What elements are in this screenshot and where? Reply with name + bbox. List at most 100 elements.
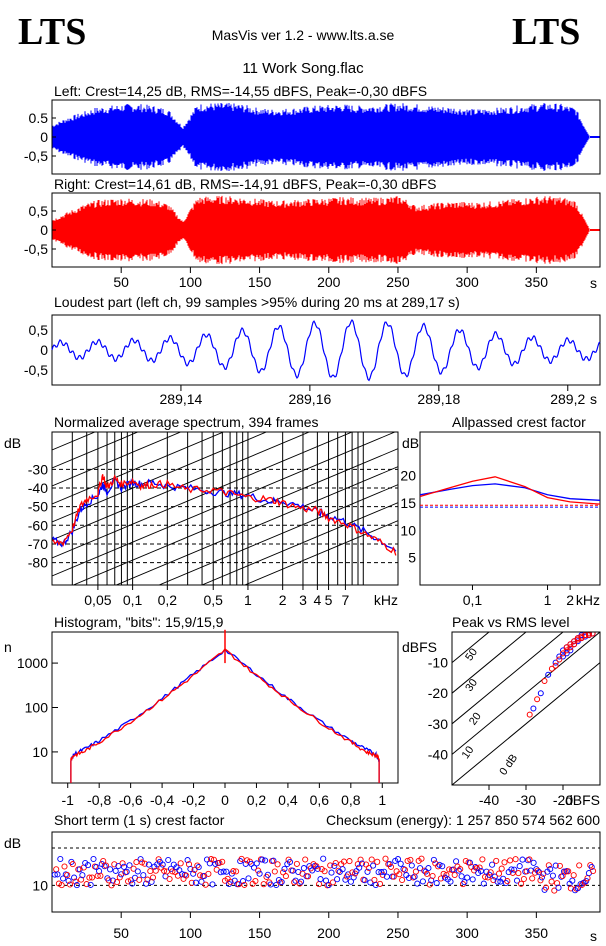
short-crest-point [376, 880, 384, 887]
short-crest-point [447, 878, 454, 885]
histogram-ytick-label: 100 [25, 700, 49, 716]
short-crest-point [161, 867, 168, 874]
short-crest-point [538, 874, 545, 881]
peak-rms-point [530, 705, 537, 712]
short-crest-point [523, 868, 530, 875]
short-crest-point [84, 862, 92, 869]
short-crest-point [405, 874, 413, 882]
short-crest-point [113, 879, 121, 886]
short-crest-point [414, 880, 421, 887]
short-crest-point [107, 866, 114, 873]
short-crest-point [194, 862, 201, 869]
short-crest-point [116, 874, 123, 881]
short-crest-point [230, 868, 237, 875]
short-crest-point [570, 872, 577, 879]
spectrum-ytick-label: -40 [28, 480, 48, 496]
short-crest-point [112, 867, 119, 874]
short-crest-point [339, 866, 346, 873]
spectrum-xtick-label: 4 [313, 592, 321, 608]
short-crest-xtick-label: 150 [248, 925, 272, 941]
short-crest-point [97, 872, 104, 879]
short-crest-point [437, 875, 444, 882]
short-crest-point [518, 880, 525, 887]
short-crest-point [86, 874, 93, 881]
loudest-xtick-label: 289,2 [550, 391, 585, 407]
short-crest-point [314, 865, 321, 872]
peak-rms-point [563, 647, 570, 654]
short-crest-point [60, 875, 67, 882]
short-crest-point [350, 874, 357, 881]
short-crest-point [111, 861, 118, 868]
short-crest-point [332, 859, 339, 867]
histogram-xtick-label: 0,8 [341, 792, 361, 808]
short-crest-point [419, 878, 426, 885]
short-crest-point [143, 880, 150, 887]
short-crest-point [472, 864, 479, 871]
spectrum-xtick-label: 7 [342, 592, 350, 608]
short-crest-point [361, 877, 368, 884]
short-crest-point [260, 881, 267, 888]
peak-rms-diag-label: 10 [460, 744, 477, 761]
histogram-xtick-label: 0,6 [310, 792, 330, 808]
short-crest-point [386, 860, 393, 868]
short-crest-point [418, 855, 425, 862]
short-crest-point [73, 882, 80, 889]
short-crest-ytick-label: 10 [32, 877, 48, 893]
short-crest-point [354, 861, 361, 868]
loudest-xtick-label: 289,16 [288, 391, 331, 407]
spectrum-xtick-label: 2 [279, 592, 287, 608]
short-crest-point [120, 863, 128, 870]
short-crest-point [93, 863, 100, 871]
waveform-xtick-label: 250 [386, 274, 410, 290]
short-crest-point [219, 858, 226, 865]
peak-rms-diag-label: 0 dB [497, 752, 520, 777]
short-crest-point [565, 868, 572, 875]
histogram-xtick-label: 0,2 [247, 792, 267, 808]
crest-frame [419, 431, 601, 586]
short-crest-point [446, 866, 453, 873]
short-crest-point [547, 866, 554, 873]
short-crest-point [130, 865, 137, 872]
short-crest-point [138, 859, 145, 866]
short-crest-point [508, 866, 515, 873]
peak-rms-point [563, 650, 570, 657]
peak-rms-point [537, 690, 544, 697]
short-crest-point [209, 881, 216, 888]
short-crest-point [587, 862, 594, 869]
short-crest-point [250, 864, 258, 871]
short-crest-point [79, 872, 86, 879]
short-crest-point [357, 856, 364, 863]
loudest-xunit: s [590, 391, 597, 407]
short-crest-point [371, 876, 378, 883]
short-crest-point [274, 861, 281, 868]
short-crest-point [439, 863, 446, 870]
histogram-ytick-label: 10 [32, 744, 48, 760]
short-crest-point [89, 874, 96, 881]
spectrum-slope-grid [52, 432, 354, 559]
crest-ytick-label: 10 [400, 522, 416, 538]
peak-rms-point [556, 653, 563, 660]
short-crest-point [328, 869, 335, 876]
peak-rms-ylabel: dBFS [402, 639, 437, 655]
short-crest-point [78, 876, 85, 883]
crest-xunit: kHz [576, 592, 600, 608]
peak-rms-point [545, 671, 552, 678]
short-crest-point [212, 860, 219, 867]
short-crest-point [519, 856, 526, 863]
short-crest-point [507, 857, 514, 864]
peak-rms-ytick-label: -30 [428, 716, 448, 732]
spectrum-series-right [52, 474, 397, 556]
logo-left: LTS [18, 11, 86, 53]
short-crest-point [466, 859, 473, 866]
short-crest-point [387, 863, 395, 870]
spectrum-slope-grid [157, 484, 398, 585]
spectrum-ytick-label: -50 [28, 499, 48, 515]
peak-rms-diag-label: 30 [463, 677, 480, 694]
short-crest-point [537, 877, 544, 884]
short-crest-point [126, 862, 133, 869]
waveform-left-trace [51, 103, 590, 171]
histogram-series-left [70, 647, 380, 783]
peak-rms-point [556, 656, 563, 663]
peak-rms-point [552, 662, 559, 669]
short-crest-point [302, 856, 309, 863]
